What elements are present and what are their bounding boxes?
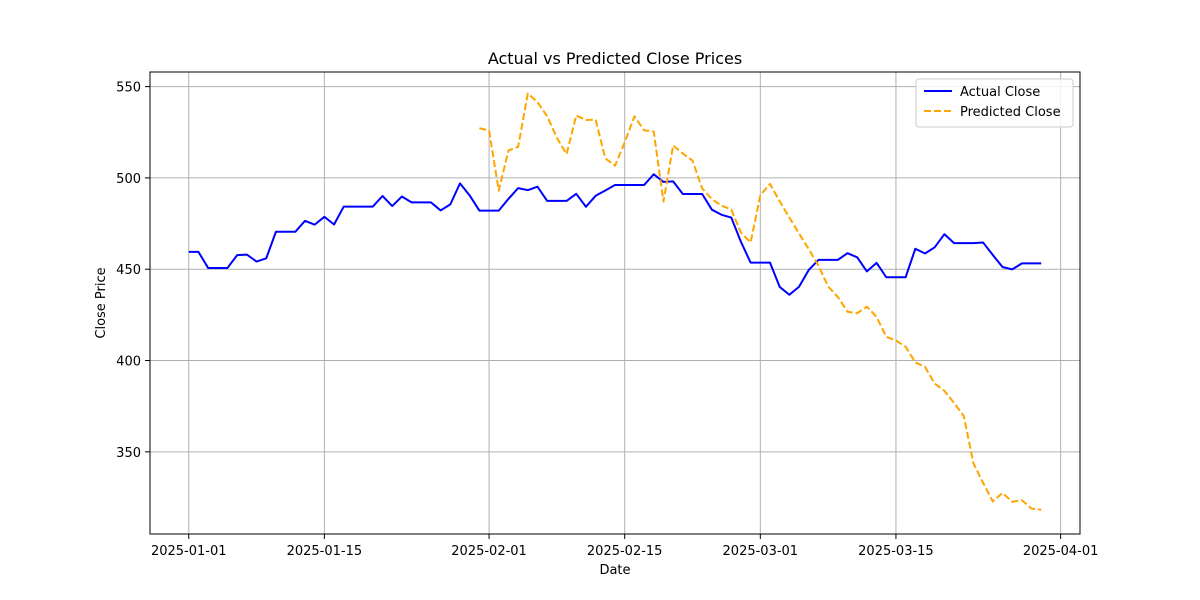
x-axis-label: Date — [599, 563, 630, 578]
x-tick-label: 2025-02-01 — [451, 544, 527, 559]
y-tick-label: 350 — [116, 446, 141, 461]
x-tick-label: 2025-02-15 — [587, 544, 663, 559]
legend-label-actual: Actual Close — [960, 85, 1040, 100]
y-tick-label: 400 — [116, 355, 141, 370]
legend-label-predicted: Predicted Close — [960, 105, 1061, 120]
y-axis: 350 400 450 500 550 — [116, 81, 150, 461]
legend: Actual Close Predicted Close — [915, 78, 1074, 128]
x-tick-label: 2025-01-01 — [151, 544, 227, 559]
plot-frame — [149, 71, 1081, 535]
legend-box — [915, 78, 1074, 128]
x-tick-label: 2025-04-01 — [1023, 544, 1099, 559]
y-tick-label: 500 — [116, 172, 141, 187]
y-axis-label: Close Price — [94, 267, 109, 338]
x-tick-label: 2025-03-01 — [723, 544, 799, 559]
series-line-actual-close — [188, 173, 1042, 296]
x-axis: 2025-01-01 2025-01-15 2025-02-01 2025-02-15… — [151, 534, 1098, 559]
x-tick-label: 2025-01-15 — [287, 544, 363, 559]
chart-title: Actual vs Predicted Close Prices — [488, 49, 742, 68]
series-layer — [188, 92, 1042, 511]
y-tick-label: 450 — [116, 263, 141, 278]
series-line-predicted-close — [479, 92, 1042, 511]
y-tick-label: 550 — [116, 81, 141, 96]
x-tick-label: 2025-03-15 — [858, 544, 934, 559]
grid — [150, 72, 1080, 534]
